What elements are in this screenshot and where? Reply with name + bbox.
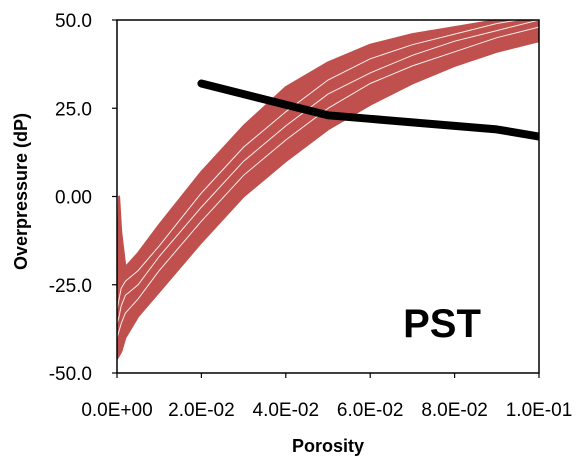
x-tick-label: 0.0E+00: [81, 400, 152, 421]
y-tick-label: 25.0: [55, 99, 92, 120]
y-tick-label: -50.0: [49, 364, 92, 385]
y-tick-label: -25.0: [49, 276, 92, 297]
black-line-series: [197, 79, 539, 141]
y-tick-label: 50.0: [55, 11, 92, 32]
x-tick-label: 1.0E-01: [506, 400, 573, 421]
x-axis-title: Porosity: [292, 436, 364, 456]
y-tick-label: 0.00: [55, 188, 92, 209]
x-axis: 0.0E+00 2.0E-02 4.0E-02 6.0E-02 8.0E-02 1.0E-…: [81, 373, 572, 421]
band-inner-line-1: [117, 26, 539, 338]
overpressure-band-series: [117, 20, 539, 360]
band-inner-line-3: [117, 20, 521, 310]
x-tick-label: 4.0E-02: [253, 400, 320, 421]
plot-area: [117, 20, 539, 360]
band-inner-line-2: [117, 20, 539, 324]
x-tick-label: 8.0E-02: [421, 400, 488, 421]
x-tick-label: 6.0E-02: [337, 400, 404, 421]
y-axis-title: Overpressure (dP): [11, 113, 31, 270]
y-axis: -50.0 -25.0 0.00 25.0 50.0: [49, 11, 117, 385]
x-tick-label: 2.0E-02: [168, 400, 235, 421]
pst-annotation: PST: [403, 302, 481, 346]
